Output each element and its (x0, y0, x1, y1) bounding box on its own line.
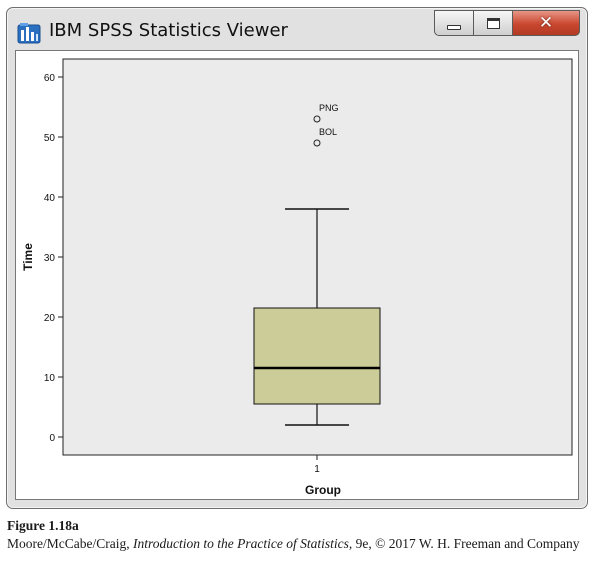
y-tick-label: 10 (44, 373, 56, 384)
window-title: IBM SPSS Statistics Viewer (49, 20, 288, 41)
y-tick-label: 60 (44, 73, 56, 84)
maximize-icon (486, 17, 500, 29)
caption-publisher: , 9e, © 2017 W. H. Freeman and Company (348, 536, 580, 551)
y-tick-label: 50 (44, 133, 56, 144)
spss-app-icon (17, 23, 41, 44)
caption-book-title: Introduction to the Practice of Statisti… (132, 536, 349, 551)
x-tick-label: 1 (314, 464, 320, 475)
y-tick-label: 40 (44, 193, 56, 204)
minimize-button[interactable] (434, 10, 474, 36)
y-tick-label: 20 (44, 313, 56, 324)
close-icon: ✕ (538, 12, 554, 33)
caption-authors: Moore/McCabe/Craig, (7, 536, 130, 551)
interquartile-box (253, 307, 381, 405)
figure-source: Moore/McCabe/Craig, Introduction to the … (7, 535, 587, 553)
title-bar[interactable]: IBM SPSS Statistics Viewer ✕ (7, 8, 587, 52)
output-pane: 0 10 20 30 40 50 60 1 PNG BOL Time Group (15, 50, 579, 500)
figure-label: Figure 1.18a (7, 518, 79, 533)
outlier-point (313, 115, 321, 123)
close-button[interactable]: ✕ (512, 10, 580, 36)
minimize-icon (447, 24, 461, 30)
outlier-label: PNG (319, 103, 339, 113)
y-axis-label: Time (21, 243, 35, 271)
maximize-button[interactable] (473, 10, 513, 36)
y-tick-label: 30 (44, 253, 56, 264)
outlier-point (313, 139, 321, 147)
outlier-label: BOL (319, 127, 337, 137)
y-tick-label: 0 (49, 433, 55, 444)
boxplot-marks: PNG BOL (253, 103, 381, 426)
x-axis-label: Group (305, 483, 341, 497)
x-axis: 1 (314, 455, 320, 475)
boxplot-chart: 0 10 20 30 40 50 60 1 PNG BOL Time Group (21, 58, 573, 497)
figure-caption: Figure 1.18a Moore/McCabe/Craig, Introdu… (7, 517, 587, 553)
spss-viewer-window: IBM SPSS Statistics Viewer ✕ 0 10 20 30 40 50… (6, 7, 588, 509)
y-axis: 0 10 20 30 40 50 60 (44, 73, 63, 444)
